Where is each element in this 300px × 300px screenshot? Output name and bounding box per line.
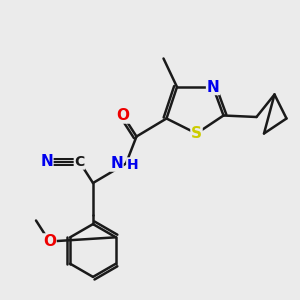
Text: H: H <box>127 158 138 172</box>
Text: O: O <box>116 108 130 123</box>
Text: N: N <box>40 154 53 169</box>
Text: O: O <box>43 234 56 249</box>
Text: N: N <box>110 156 123 171</box>
Text: C: C <box>74 155 85 169</box>
Text: S: S <box>191 126 202 141</box>
Text: N: N <box>207 80 219 94</box>
